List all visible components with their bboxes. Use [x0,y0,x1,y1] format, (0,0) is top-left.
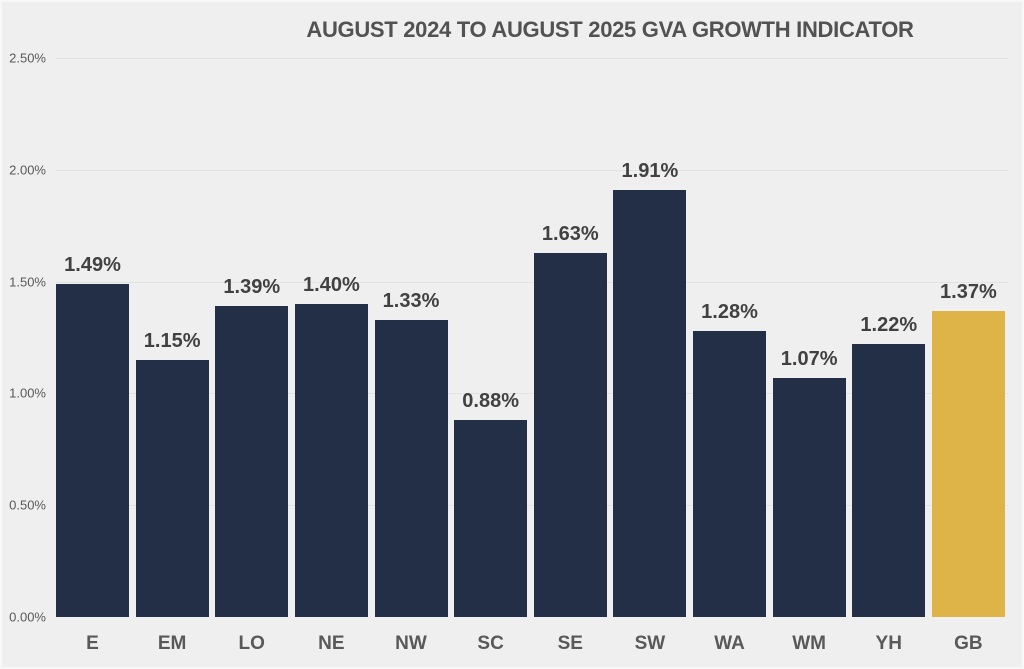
bar-group-e: 1.49% [56,58,129,617]
bars-plot-area: 1.49% 1.15% 1.39% 1.40% 1.33% 0.88% 1.63% 1.91%… [56,58,1005,617]
bar-sc [454,420,528,617]
x-axis-label-se: SE [557,633,583,654]
bar-group-ne: 1.40% [294,58,368,617]
x-axis-label-gb: GB [954,633,983,654]
bar-lo [215,306,289,617]
gridline [56,505,1008,507]
bar-wa [693,331,766,617]
y-axis-tick-label: 2.50% [9,50,46,66]
bar-group-sw: 1.91% [613,58,687,617]
y-axis-tick-label: 0.00% [9,609,46,625]
bar-value-label: 1.07% [780,348,838,370]
bar-sw [613,190,687,617]
bar-value-label: 1.91% [621,160,679,182]
x-axis-label-wa: WA [714,633,745,654]
bar-group-lo: 1.39% [215,58,289,617]
bar-group-em: 1.15% [135,58,209,617]
bar-em [135,360,209,617]
x-axis-label-nw: NW [395,633,427,654]
bar-value-label: 1.37% [940,281,997,303]
bar-value-label: 1.39% [223,276,281,298]
bar-group-wm: 1.07% [772,58,846,617]
x-axis-category-labels: E EM LO NE NW SC SE SW WA WM YH GB [56,633,1005,661]
bar-ne [294,304,368,617]
bar-group-wa: 1.28% [693,58,766,617]
x-axis-label-lo: LO [238,633,265,654]
x-axis-label-sw: SW [634,633,666,654]
x-axis-label-wm: WM [792,633,826,654]
bar-value-label: 1.22% [860,314,918,336]
gridline [56,281,1008,283]
bar-value-label: 0.88% [462,390,519,412]
gridline [56,169,1008,171]
bar-group-yh: 1.22% [852,58,926,617]
bar-value-label: 1.63% [541,223,599,245]
gridline [56,58,1008,59]
bar-value-label: 1.15% [143,330,201,352]
bar-value-label: 1.40% [303,274,360,296]
x-axis-label-ne: NE [318,633,345,654]
bar-wm [772,378,846,617]
bar-group-nw: 1.33% [374,58,448,617]
bar-nw [374,320,448,617]
x-axis-label-em: EM [157,633,187,654]
gridline [56,393,1008,395]
bar-value-label: 1.33% [382,290,440,312]
y-axis-tick-label: 1.00% [9,385,46,401]
chart-title: AUGUST 2024 TO AUGUST 2025 GVA GROWTH IN… [306,17,914,42]
y-axis-tick-label: 1.50% [9,274,46,290]
bar-gb [931,311,1005,617]
bar-group-gb: 1.37% [931,58,1005,617]
x-axis-label-e: E [86,633,99,654]
bar-se [533,253,607,617]
x-axis-label-sc: SC [477,633,504,654]
bar-value-label: 1.28% [701,301,758,323]
bar-group-sc: 0.88% [454,58,528,617]
x-axis-label-yh: YH [875,633,902,654]
y-axis-tick-label: 2.00% [9,162,46,178]
bar-group-se: 1.63% [533,58,607,617]
bar-yh [852,344,926,617]
bar-value-label: 1.49% [64,254,121,276]
y-axis-tick-label: 0.50% [9,497,46,513]
bar-e [56,284,129,617]
